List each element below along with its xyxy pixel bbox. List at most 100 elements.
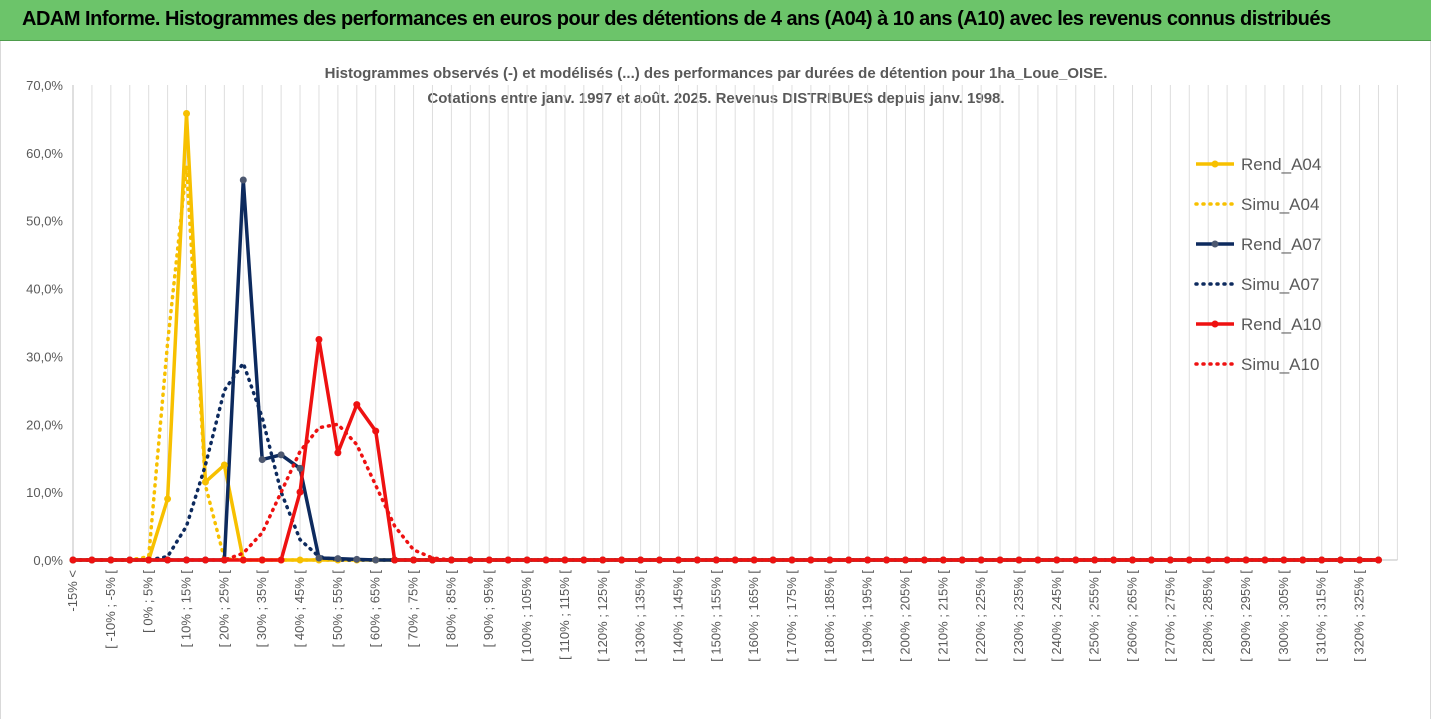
- x-tick-label: [ 310% ; 315% [: [1314, 570, 1329, 662]
- data-point-rend_a10: [504, 556, 512, 564]
- legend-label-rend_a04: Rend_A04: [1241, 155, 1321, 174]
- series-line-rend_a07: [73, 178, 1379, 562]
- x-tick-label: [ 100% ; 105% [: [519, 570, 534, 662]
- data-point-rend_a10: [1337, 556, 1345, 564]
- data-point-rend_a10: [1053, 556, 1061, 564]
- x-tick-label: [ 290% ; 295% [: [1238, 570, 1253, 662]
- data-point-rend_a10: [977, 556, 985, 564]
- data-point-rend_a10: [618, 556, 626, 564]
- series-line-simu_a10: [71, 422, 1381, 562]
- x-tick-label: [ 60% ; 65% [: [368, 570, 383, 648]
- data-point-rend_a10: [1147, 556, 1155, 564]
- x-tick-label: [ 130% ; 135% [: [633, 570, 648, 662]
- y-tick-label: 30,0%: [26, 349, 63, 364]
- data-point-rend_a07: [239, 176, 247, 184]
- legend-label-simu_a07: Simu_A07: [1241, 275, 1319, 294]
- legend-marker-rend_a07: [1211, 240, 1219, 248]
- series-line-rend_a10: [73, 337, 1379, 562]
- data-point-rend_a10: [920, 556, 928, 564]
- data-point-rend_a10: [958, 556, 966, 564]
- x-tick-label: [ 20% ; 25% [: [216, 570, 231, 648]
- data-point-rend_a10: [1280, 556, 1288, 564]
- data-point-rend_a10: [845, 556, 853, 564]
- x-tick-label: [ 70% ; 75% [: [406, 570, 421, 648]
- data-point-rend_a10: [1072, 556, 1080, 564]
- x-tick-label: [ 250% ; 255% [: [1087, 570, 1102, 662]
- x-tick-label: [ 270% ; 275% [: [1162, 570, 1177, 662]
- x-tick-label: [ 120% ; 125% [: [595, 570, 610, 662]
- data-point-rend_a10: [164, 556, 172, 564]
- legend-label-simu_a04: Simu_A04: [1241, 195, 1319, 214]
- data-point-rend_a10: [996, 556, 1004, 564]
- chart-title: Histogrammes observés (-) et modélisés (…: [325, 65, 1108, 82]
- chart-area: Histogrammes observés (-) et modélisés (…: [0, 41, 1431, 719]
- x-tick-label: [ 0% ; 5% [: [141, 570, 156, 633]
- data-point-rend_a10: [580, 556, 588, 564]
- data-point-rend_a10: [1129, 556, 1137, 564]
- data-point-rend_a10: [788, 556, 796, 564]
- data-point-rend_a10: [712, 556, 720, 564]
- x-tick-label: [ 190% ; 195% [: [860, 570, 875, 662]
- data-point-rend_a10: [1242, 556, 1250, 564]
- data-point-rend_a10: [353, 401, 361, 409]
- data-point-rend_a10: [126, 556, 134, 564]
- data-point-rend_a10: [315, 335, 323, 343]
- x-tick-label: -15% <: [65, 570, 80, 612]
- data-point-rend_a10: [769, 556, 777, 564]
- y-tick-label: 70,0%: [26, 78, 63, 93]
- data-point-rend_a10: [88, 556, 96, 564]
- x-tick-label: [ 260% ; 265% [: [1125, 570, 1140, 662]
- data-point-rend_a10: [561, 556, 569, 564]
- y-tick-label: 50,0%: [26, 214, 63, 229]
- x-tick-label: [ 30% ; 35% [: [254, 570, 269, 648]
- data-point-rend_a10: [542, 556, 550, 564]
- data-point-rend_a10: [637, 556, 645, 564]
- data-point-rend_a10: [807, 556, 815, 564]
- data-point-rend_a10: [69, 556, 77, 564]
- data-point-rend_a04: [164, 495, 172, 503]
- data-point-rend_a10: [1299, 556, 1307, 564]
- data-point-rend_a10: [485, 556, 493, 564]
- series-line-simu_a07: [71, 361, 1381, 562]
- chart-gridlines: [72, 85, 1398, 560]
- x-tick-label: [ -10% ; -5% [: [103, 570, 118, 649]
- data-point-rend_a07: [334, 555, 342, 563]
- data-point-rend_a10: [220, 556, 228, 564]
- series-line-simu_a04: [71, 164, 1381, 562]
- data-point-rend_a10: [1318, 556, 1326, 564]
- data-point-rend_a10: [1356, 556, 1364, 564]
- data-point-rend_a10: [1015, 556, 1023, 564]
- data-point-rend_a10: [883, 556, 891, 564]
- x-tick-label: [ 140% ; 145% [: [670, 570, 685, 662]
- data-point-rend_a10: [1374, 556, 1382, 564]
- data-point-rend_a10: [107, 556, 115, 564]
- data-point-rend_a04: [201, 478, 209, 486]
- data-point-rend_a10: [277, 556, 285, 564]
- x-tick-label: [ 230% ; 235% [: [1011, 570, 1026, 662]
- x-tick-label: [ 220% ; 225% [: [973, 570, 988, 662]
- x-tick-label: [ 200% ; 205% [: [897, 570, 912, 662]
- data-point-rend_a10: [1185, 556, 1193, 564]
- data-point-rend_a10: [864, 556, 872, 564]
- x-tick-label: [ 40% ; 45% [: [292, 570, 307, 648]
- data-point-rend_a10: [1223, 556, 1231, 564]
- data-point-rend_a10: [693, 556, 701, 564]
- data-point-rend_a10: [523, 556, 531, 564]
- legend-marker-rend_a10: [1211, 320, 1219, 328]
- x-tick-label: [ 300% ; 305% [: [1276, 570, 1291, 662]
- series-line-rend_a04: [73, 111, 1379, 562]
- legend-label-rend_a10: Rend_A10: [1241, 315, 1321, 334]
- data-point-rend_a10: [826, 556, 834, 564]
- y-tick-label: 20,0%: [26, 417, 63, 432]
- data-point-rend_a10: [372, 427, 380, 435]
- data-point-rend_a07: [296, 464, 304, 472]
- data-point-rend_a10: [750, 556, 758, 564]
- data-point-rend_a10: [1034, 556, 1042, 564]
- data-point-rend_a10: [239, 556, 247, 564]
- x-tick-label: [ 90% ; 95% [: [481, 570, 496, 648]
- plot-series: [69, 110, 1382, 564]
- x-tick-label: [ 210% ; 215% [: [935, 570, 950, 662]
- legend-label-simu_a10: Simu_A10: [1241, 355, 1319, 374]
- report-banner: ADAM Informe. Histogrammes des performan…: [0, 0, 1431, 41]
- data-point-rend_a07: [353, 555, 361, 563]
